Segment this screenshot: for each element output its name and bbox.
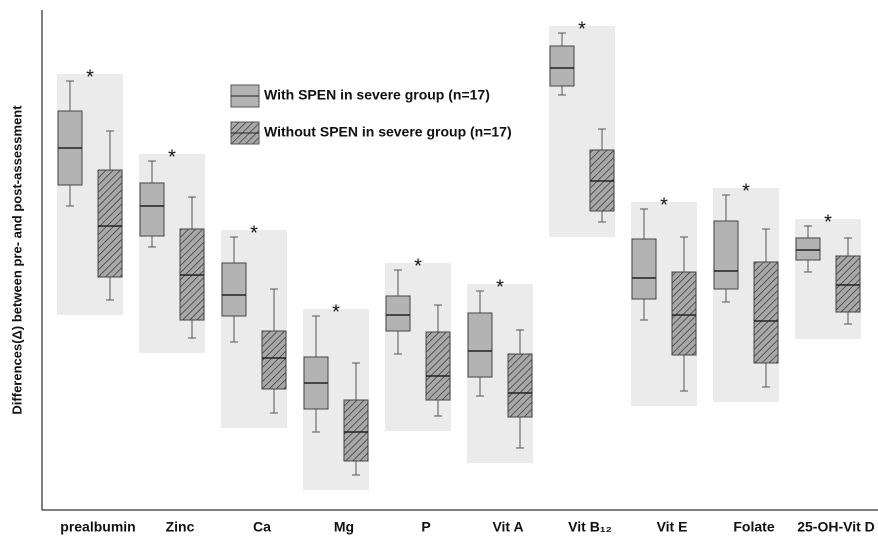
legend-label: Without SPEN in severe group (n=17) <box>264 124 512 140</box>
x-tick-label: Mg <box>334 519 354 535</box>
box <box>507 353 533 418</box>
significance-star: * <box>414 255 422 277</box>
x-tick-label: P <box>421 519 430 535</box>
box <box>385 295 411 332</box>
significance-star: * <box>332 301 340 323</box>
box <box>467 312 493 378</box>
legend-label: With SPEN in severe group (n=17) <box>264 87 490 103</box>
box <box>425 331 451 401</box>
box <box>753 261 779 364</box>
significance-star: * <box>168 146 176 168</box>
box <box>713 220 739 290</box>
box <box>343 399 369 462</box>
significance-star: * <box>742 180 750 202</box>
significance-star: * <box>250 222 258 244</box>
x-tick-label: Vit B₁₂ <box>568 519 612 535</box>
box <box>139 182 165 237</box>
significance-star: * <box>824 211 832 233</box>
x-tick-label: Folate <box>733 519 774 535</box>
x-tick-label: 25-OH-Vit D <box>797 519 875 535</box>
x-tick-label: Vit E <box>657 519 688 535</box>
box <box>221 262 247 317</box>
x-tick-label: prealbumin <box>60 519 135 535</box>
box <box>671 271 697 356</box>
significance-star: * <box>86 66 94 88</box>
significance-star: * <box>660 194 668 216</box>
significance-star: * <box>496 276 504 298</box>
box <box>261 330 287 390</box>
box <box>795 237 821 261</box>
box <box>549 45 575 87</box>
group-background <box>221 230 287 428</box>
box <box>97 169 123 278</box>
box <box>631 238 657 300</box>
significance-star: * <box>578 18 586 40</box>
x-tick-label: Zinc <box>166 519 195 535</box>
x-tick-label: Vit A <box>492 519 523 535</box>
y-axis-label: Differences(Δ) between pre- and post-ass… <box>9 105 24 415</box>
box <box>835 255 861 313</box>
x-tick-label: Ca <box>253 519 271 535</box>
